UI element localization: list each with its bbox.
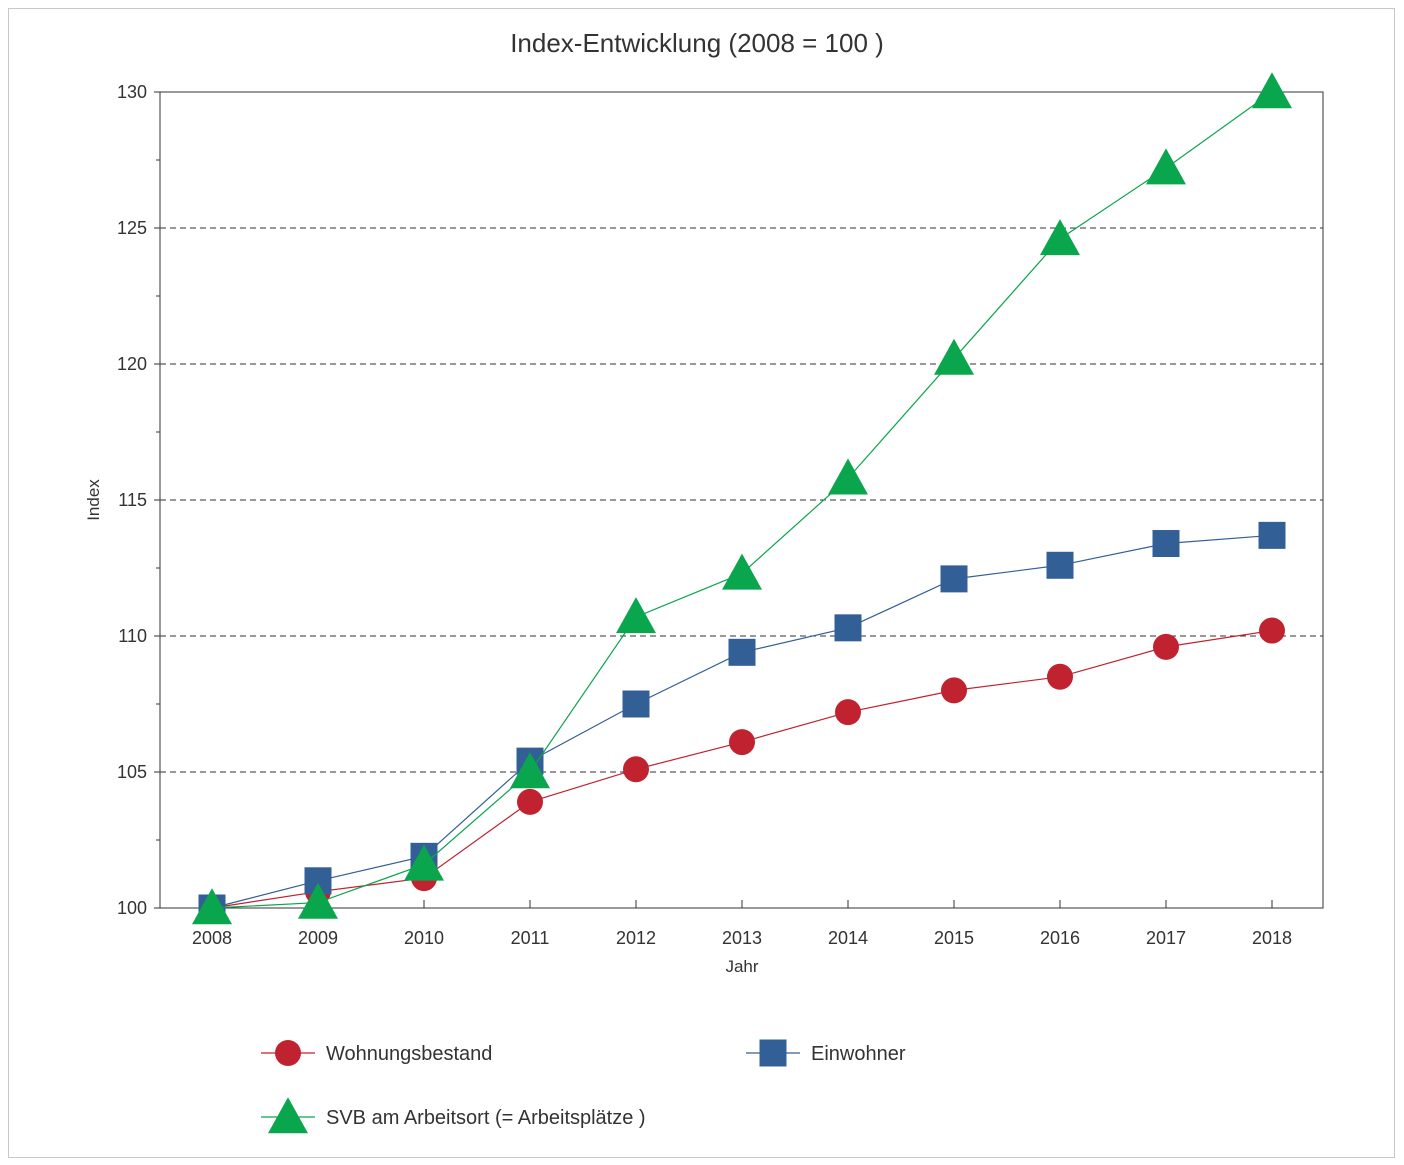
- legend-item-circle: Wohnungsbestand: [261, 1040, 492, 1066]
- x-tick-label-2010: 2010: [404, 928, 444, 948]
- y-tick-label-110: 110: [118, 626, 147, 646]
- legend-marker-square: [759, 1039, 787, 1067]
- data-point-triangle-2015: [934, 338, 974, 375]
- x-tick-label-2008: 2008: [192, 928, 232, 948]
- y-tick-label-130: 130: [117, 82, 147, 102]
- data-point-circle-2018: [1259, 617, 1285, 644]
- data-point-circle-2011: [517, 788, 543, 815]
- data-point-triangle-2008: [192, 888, 232, 925]
- chart-frame: [8, 8, 1395, 1158]
- y-tick-label-105: 105: [117, 762, 147, 782]
- y-tick-label-125: 125: [117, 218, 147, 238]
- y-tick-label-115: 115: [118, 490, 147, 510]
- x-tick-label-2015: 2015: [934, 928, 974, 948]
- x-tick-label-2013: 2013: [722, 928, 762, 948]
- data-point-circle-2014: [835, 699, 861, 726]
- legend-item-triangle: SVB am Arbeitsort (= Arbeitsplätze ): [261, 1097, 646, 1134]
- data-point-circle-2013: [729, 729, 755, 756]
- chart-title: Index-Entwicklung (2008 = 100 ): [510, 28, 884, 58]
- data-point-triangle-2013: [722, 553, 762, 590]
- data-point-triangle-2018: [1252, 72, 1292, 109]
- grid: [160, 227, 1323, 773]
- data-point-circle-2016: [1047, 663, 1073, 690]
- axes: 100 105 110 115 120 125 130 2008 2009 2010 2011 201…: [117, 82, 1292, 948]
- legend: Wohnungsbestand Einwohner SVB am Arbeitsor…: [261, 1039, 906, 1134]
- data-point-triangle-2014: [828, 458, 868, 495]
- data-point-triangle-2016: [1040, 219, 1080, 256]
- y-tick-label-120: 120: [117, 354, 147, 374]
- data-point-square-2014: [834, 614, 862, 642]
- y-axis-label: Index: [84, 479, 103, 521]
- data-point-circle-2012: [623, 756, 649, 783]
- legend-item-square: Einwohner: [746, 1039, 906, 1067]
- x-tick-label-2018: 2018: [1252, 928, 1292, 948]
- series-group: [192, 72, 1292, 925]
- series-triangle: [192, 72, 1292, 925]
- data-point-square-2015: [940, 565, 968, 593]
- data-point-triangle-2012: [616, 597, 656, 634]
- data-point-triangle-2011: [510, 752, 550, 789]
- x-axis-label: Jahr: [725, 957, 758, 976]
- y-tick-label-100: 100: [117, 898, 147, 918]
- data-point-triangle-2017: [1146, 148, 1186, 185]
- x-tick-label-2009: 2009: [298, 928, 338, 948]
- data-point-square-2016: [1046, 551, 1074, 579]
- series-line-circle: [211, 629, 1273, 909]
- legend-label: SVB am Arbeitsort (= Arbeitsplätze ): [326, 1107, 646, 1129]
- data-point-square-2013: [728, 638, 756, 666]
- data-point-square-2012: [622, 690, 650, 718]
- data-point-square-2017: [1152, 530, 1180, 558]
- data-point-circle-2017: [1153, 633, 1179, 660]
- x-tick-label-2014: 2014: [828, 928, 868, 948]
- legend-marker-circle: [275, 1040, 301, 1066]
- x-tick-label-2017: 2017: [1146, 928, 1186, 948]
- data-point-square-2018: [1258, 521, 1286, 549]
- data-point-triangle-2010: [404, 844, 444, 881]
- data-point-circle-2015: [941, 677, 967, 704]
- legend-label: Wohnungsbestand: [326, 1043, 492, 1065]
- legend-label: Einwohner: [811, 1043, 906, 1065]
- data-point-triangle-2009: [298, 882, 338, 919]
- x-tick-label-2016: 2016: [1040, 928, 1080, 948]
- legend-marker-triangle: [268, 1097, 308, 1134]
- x-tick-label-2012: 2012: [616, 928, 656, 948]
- series-line-square: [211, 534, 1273, 909]
- x-tick-label-2011: 2011: [511, 928, 550, 948]
